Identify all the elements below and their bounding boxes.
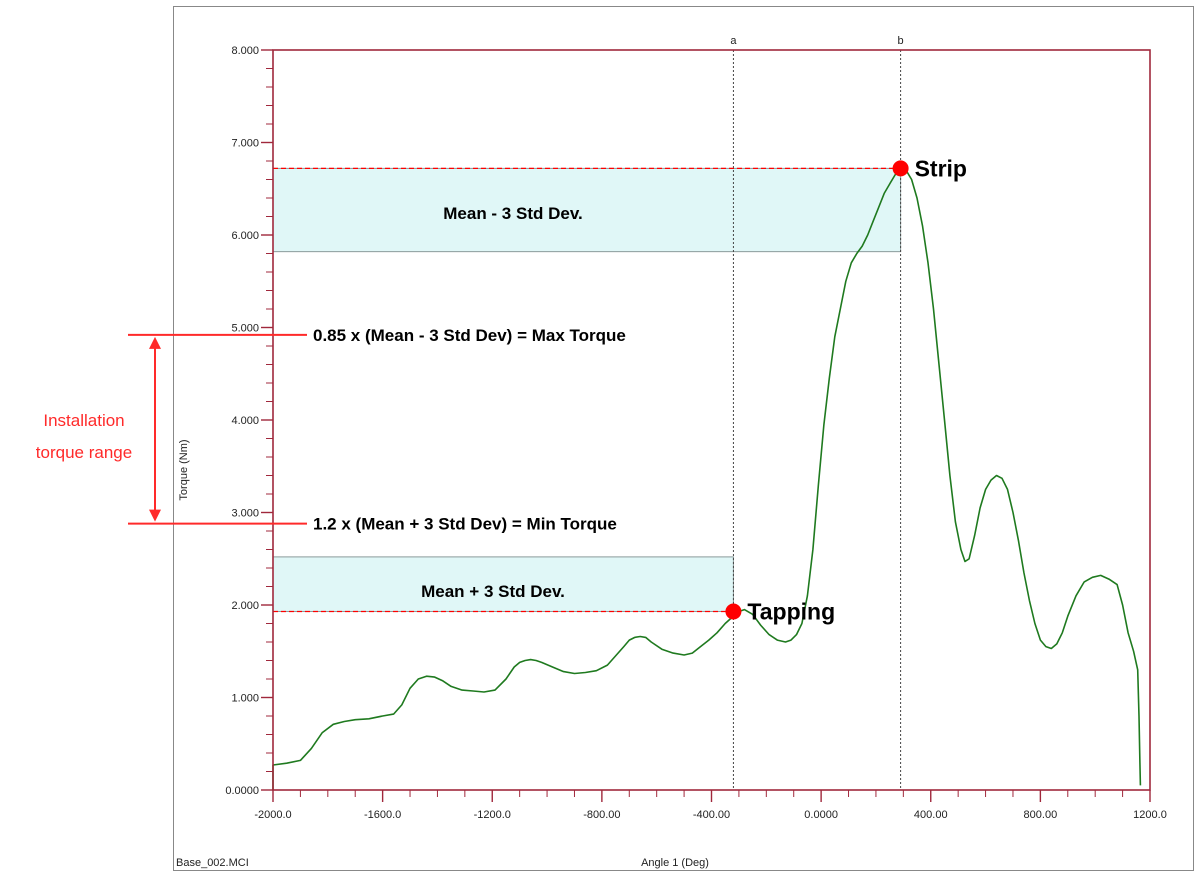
outer-frame (173, 6, 1194, 871)
axes-layer: 0.0000 1.000 2.000 3.000 4.000 5.000 6.000 7.00… (225, 45, 1166, 821)
y-tick-label: 2.000 (231, 600, 259, 612)
x-tick-label: 0.0000 (804, 809, 838, 821)
torque-curve-line (272, 167, 1142, 786)
points-layer: Tapping Strip (725, 155, 967, 624)
y-axis-label: Torque (Nm) (178, 439, 190, 500)
x-tick-label: -1200.0 (474, 809, 511, 821)
point-marker-strip (892, 160, 909, 177)
y-tick-label: 7.000 (231, 138, 259, 150)
max-torque-formula: 0.85 x (Mean - 3 Std Dev) = Max Torque (313, 326, 626, 345)
cursor-label-b: b (898, 35, 904, 47)
x-tick-label: 1200.0 (1133, 809, 1167, 821)
range-label-line-2: torque range (36, 443, 132, 462)
annotations-layer: Installation torque range 0.85 x (Mean - 3… (36, 326, 626, 534)
std-dev-band-label-0: Mean - 3 Std Dev. (443, 204, 583, 223)
std-dev-band-label-1: Mean + 3 Std Dev. (421, 582, 565, 601)
x-tick-label: -1600.0 (364, 809, 401, 821)
y-tick-label: 1.000 (231, 693, 259, 705)
std-dev-band-1 (272, 556, 734, 612)
y-tick-label: 0.0000 (225, 785, 259, 797)
range-label-line-1: Installation (43, 411, 124, 430)
min-torque-formula: 1.2 x (Mean + 3 Std Dev) = Min Torque (313, 515, 617, 534)
point-label-strip: Strip (915, 155, 967, 181)
range-arrow-head-up (149, 336, 161, 349)
y-tick-label: 4.000 (231, 415, 259, 427)
x-axis-label: Angle 1 (Deg) (641, 857, 709, 869)
y-tick-label: 6.000 (231, 230, 259, 242)
x-tick-label: -400.00 (693, 809, 730, 821)
point-label-tapping: Tapping (747, 598, 835, 624)
y-tick-label: 8.000 (231, 45, 259, 57)
file-name-label: Base_002.MCI (176, 857, 249, 869)
y-tick-label: 3.000 (231, 508, 259, 520)
range-arrow-head-down (149, 509, 161, 522)
cursor-label-a: a (730, 35, 737, 47)
x-tick-label: -800.00 (583, 809, 620, 821)
y-tick-label: 5.000 (231, 323, 259, 335)
x-tick-label: -2000.0 (254, 809, 291, 821)
std-dev-band-0 (272, 167, 902, 253)
bands-layer: Mean - 3 Std Dev. Mean + 3 Std Dev. (272, 167, 902, 612)
point-marker-tapping (725, 603, 742, 620)
x-tick-label: 400.00 (914, 809, 948, 821)
x-tick-label: 800.00 (1024, 809, 1058, 821)
